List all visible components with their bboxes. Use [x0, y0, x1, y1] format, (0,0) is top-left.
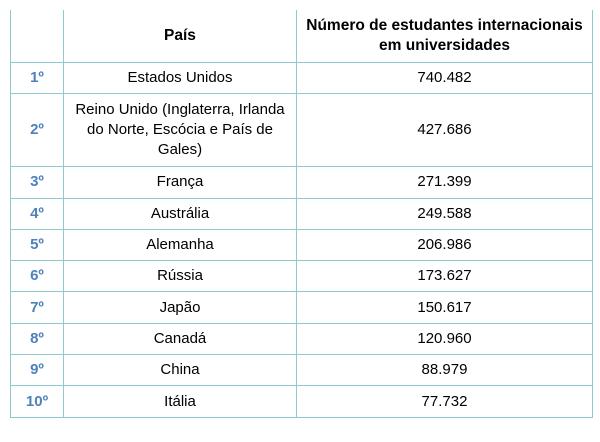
rank-cell: 7º [10, 291, 64, 324]
ranking-table: País Número de estudantes internacionais… [10, 10, 593, 418]
header-row: País Número de estudantes internacionais… [10, 10, 593, 63]
rank-cell: 2º [10, 93, 64, 168]
students-cell: 150.617 [296, 291, 593, 324]
rank-cell: 4º [10, 198, 64, 230]
rank-cell: 10º [10, 385, 64, 418]
table-row: 6º Rússia 173.627 [10, 260, 593, 293]
table-row: 3º França 271.399 [10, 166, 593, 199]
table-row: 8º Canadá 120.960 [10, 323, 593, 356]
country-cell: Rússia [63, 260, 297, 293]
rank-cell: 6º [10, 260, 64, 293]
table-row: 10º Itália 77.732 [10, 385, 593, 418]
table-row: 7º Japão 150.617 [10, 291, 593, 324]
rank-cell: 9º [10, 354, 64, 387]
students-cell: 173.627 [296, 260, 593, 293]
table-row: 1º Estados Unidos 740.482 [10, 62, 593, 95]
students-cell: 271.399 [296, 166, 593, 199]
country-cell: Austrália [63, 198, 297, 230]
students-header: Número de estudantes internacionais em u… [296, 10, 593, 63]
country-header: País [63, 10, 297, 63]
country-cell: Itália [63, 385, 297, 418]
rank-cell: 8º [10, 323, 64, 356]
country-cell: Alemanha [63, 229, 297, 262]
table-row: 4º Austrália 249.588 [10, 198, 593, 230]
table-row: 5º Alemanha 206.986 [10, 229, 593, 262]
rank-cell: 1º [10, 62, 64, 95]
students-cell: 249.588 [296, 198, 593, 230]
rank-cell: 3º [10, 166, 64, 199]
students-cell: 427.686 [296, 93, 593, 168]
students-cell: 120.960 [296, 323, 593, 356]
country-cell: China [63, 354, 297, 387]
country-cell: França [63, 166, 297, 199]
table-row: 2º Reino Unido (Inglaterra, Irlanda do N… [10, 93, 593, 168]
rank-cell: 5º [10, 229, 64, 262]
country-cell: Estados Unidos [63, 62, 297, 95]
students-cell: 77.732 [296, 385, 593, 418]
students-cell: 740.482 [296, 62, 593, 95]
students-cell: 88.979 [296, 354, 593, 387]
table-row: 9º China 88.979 [10, 354, 593, 387]
students-cell: 206.986 [296, 229, 593, 262]
country-cell: Japão [63, 291, 297, 324]
country-cell: Canadá [63, 323, 297, 356]
country-cell: Reino Unido (Inglaterra, Irlanda do Nort… [63, 93, 297, 168]
rank-header [10, 10, 64, 63]
